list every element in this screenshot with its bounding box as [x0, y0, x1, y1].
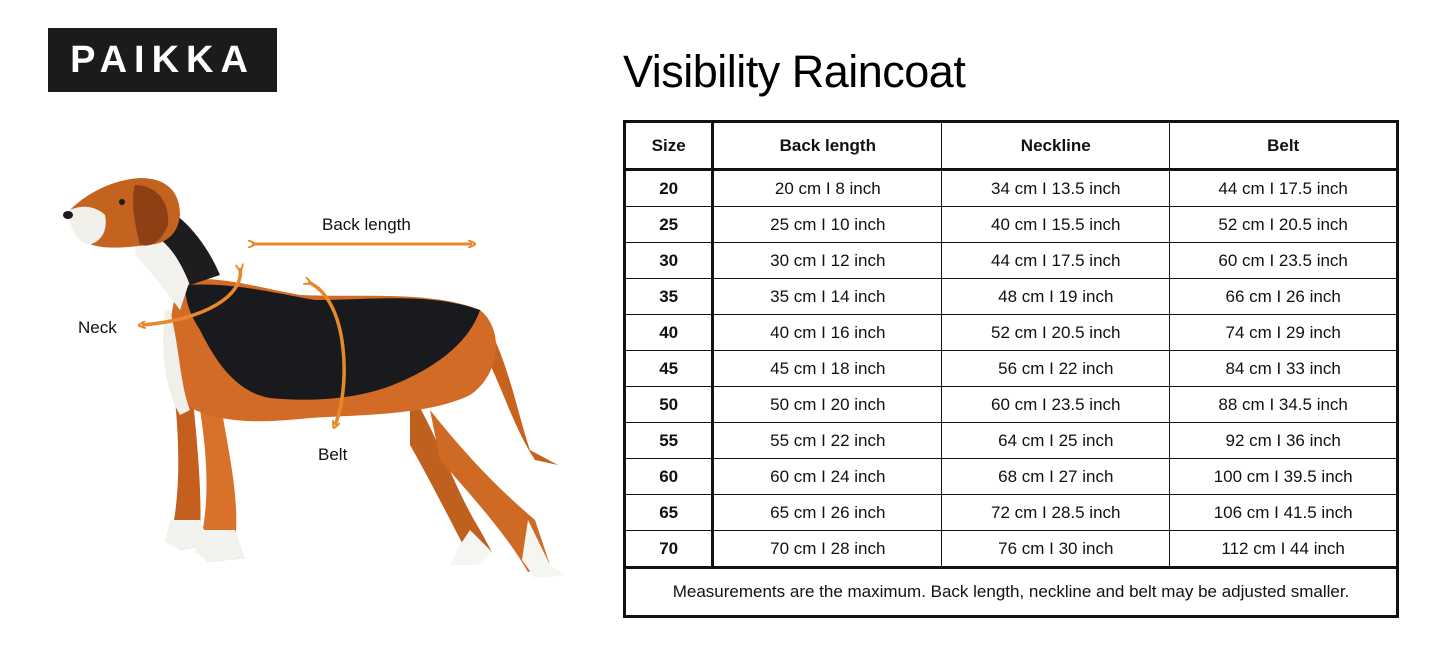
belt-cell: 84 cm I 33 inch: [1169, 350, 1398, 387]
measurement-note: Measurements are the maximum. Back lengt…: [624, 566, 1398, 617]
neckline-cell: 64 cm I 25 inch: [941, 422, 1171, 459]
belt-cell: 52 cm I 20.5 inch: [1169, 206, 1398, 243]
back-length-label: Back length: [322, 215, 411, 234]
size-cell: 35: [623, 278, 715, 315]
size-cell: 60: [623, 458, 715, 495]
neckline-cell: 76 cm I 30 inch: [941, 530, 1171, 568]
neckline-cell: 44 cm I 17.5 inch: [941, 242, 1171, 279]
table-row: 55 55 cm I 22 inch 64 cm I 25 inch 92 cm I …: [623, 422, 1398, 459]
dog-measurement-diagram: Back length Neck Belt: [30, 160, 590, 600]
table-row: 45 45 cm I 18 inch 56 cm I 22 inch 84 cm I …: [623, 350, 1398, 387]
back-length-cell: 30 cm I 12 inch: [712, 242, 943, 279]
belt-cell: 106 cm I 41.5 inch: [1169, 494, 1398, 531]
size-cell: 40: [623, 314, 715, 351]
neckline-cell: 60 cm I 23.5 inch: [941, 386, 1171, 423]
brand-logo: PAIKKA: [48, 28, 277, 92]
header-size: Size: [623, 121, 715, 171]
size-cell: 25: [623, 206, 715, 243]
back-length-cell: 55 cm I 22 inch: [712, 422, 943, 459]
size-cell: 30: [623, 242, 715, 279]
back-length-cell: 60 cm I 24 inch: [712, 458, 943, 495]
header-belt: Belt: [1169, 121, 1398, 171]
belt-cell: 66 cm I 26 inch: [1169, 278, 1398, 315]
back-length-cell: 70 cm I 28 inch: [712, 530, 943, 568]
size-chart-table: Size Back length Neckline Belt 20 20 cm I…: [623, 120, 1399, 618]
back-length-cell: 50 cm I 20 inch: [712, 386, 943, 423]
back-length-cell: 65 cm I 26 inch: [712, 494, 943, 531]
header-back-length: Back length: [712, 121, 943, 171]
belt-cell: 60 cm I 23.5 inch: [1169, 242, 1398, 279]
neckline-cell: 72 cm I 28.5 inch: [941, 494, 1171, 531]
page-title: Visibility Raincoat: [623, 46, 966, 97]
belt-cell: 100 cm I 39.5 inch: [1169, 458, 1398, 495]
belt-label: Belt: [318, 445, 348, 464]
size-cell: 70: [623, 530, 715, 568]
table-row: 65 65 cm I 26 inch 72 cm I 28.5 inch 106 cm…: [623, 494, 1398, 531]
belt-cell: 88 cm I 34.5 inch: [1169, 386, 1398, 423]
back-length-cell: 25 cm I 10 inch: [712, 206, 943, 243]
neckline-cell: 34 cm I 13.5 inch: [941, 169, 1171, 207]
table-row: 25 25 cm I 10 inch 40 cm I 15.5 inch 52 cm …: [623, 206, 1398, 243]
neckline-cell: 52 cm I 20.5 inch: [941, 314, 1171, 351]
table-row: 70 70 cm I 28 inch 76 cm I 30 inch 112 cm I…: [623, 530, 1398, 568]
table-row: 30 30 cm I 12 inch 44 cm I 17.5 inch 60 cm …: [623, 242, 1398, 279]
belt-cell: 74 cm I 29 inch: [1169, 314, 1398, 351]
size-cell: 65: [623, 494, 715, 531]
neck-arrow: [142, 268, 240, 325]
measurement-arrows: [30, 160, 590, 600]
size-cell: 55: [623, 422, 715, 459]
belt-cell: 92 cm I 36 inch: [1169, 422, 1398, 459]
table-header-row: Size Back length Neckline Belt: [623, 121, 1398, 171]
table-footer-row: Measurements are the maximum. Back lengt…: [624, 566, 1398, 617]
back-length-cell: 45 cm I 18 inch: [712, 350, 943, 387]
back-length-cell: 20 cm I 8 inch: [712, 169, 943, 207]
table-row: 60 60 cm I 24 inch 68 cm I 27 inch 100 cm I…: [623, 458, 1398, 495]
table-row: 20 20 cm I 8 inch 34 cm I 13.5 inch 44 cm I…: [623, 169, 1398, 207]
belt-cell: 44 cm I 17.5 inch: [1169, 169, 1398, 207]
belt-cell: 112 cm I 44 inch: [1169, 530, 1398, 568]
size-cell: 20: [623, 169, 715, 207]
back-length-cell: 40 cm I 16 inch: [712, 314, 943, 351]
size-cell: 50: [623, 386, 715, 423]
brand-logo-text: PAIKKA: [70, 38, 255, 81]
neck-label: Neck: [78, 318, 117, 337]
table-row: 40 40 cm I 16 inch 52 cm I 20.5 inch 74 cm …: [623, 314, 1398, 351]
belt-arrow: [308, 282, 346, 425]
back-length-cell: 35 cm I 14 inch: [712, 278, 943, 315]
neckline-cell: 68 cm I 27 inch: [941, 458, 1171, 495]
size-cell: 45: [623, 350, 715, 387]
table-row: 50 50 cm I 20 inch 60 cm I 23.5 inch 88 cm …: [623, 386, 1398, 423]
table-row: 35 35 cm I 14 inch 48 cm I 19 inch 66 cm I …: [623, 278, 1398, 315]
header-neckline: Neckline: [941, 121, 1171, 171]
neckline-cell: 56 cm I 22 inch: [941, 350, 1171, 387]
neckline-cell: 48 cm I 19 inch: [941, 278, 1171, 315]
neckline-cell: 40 cm I 15.5 inch: [941, 206, 1171, 243]
